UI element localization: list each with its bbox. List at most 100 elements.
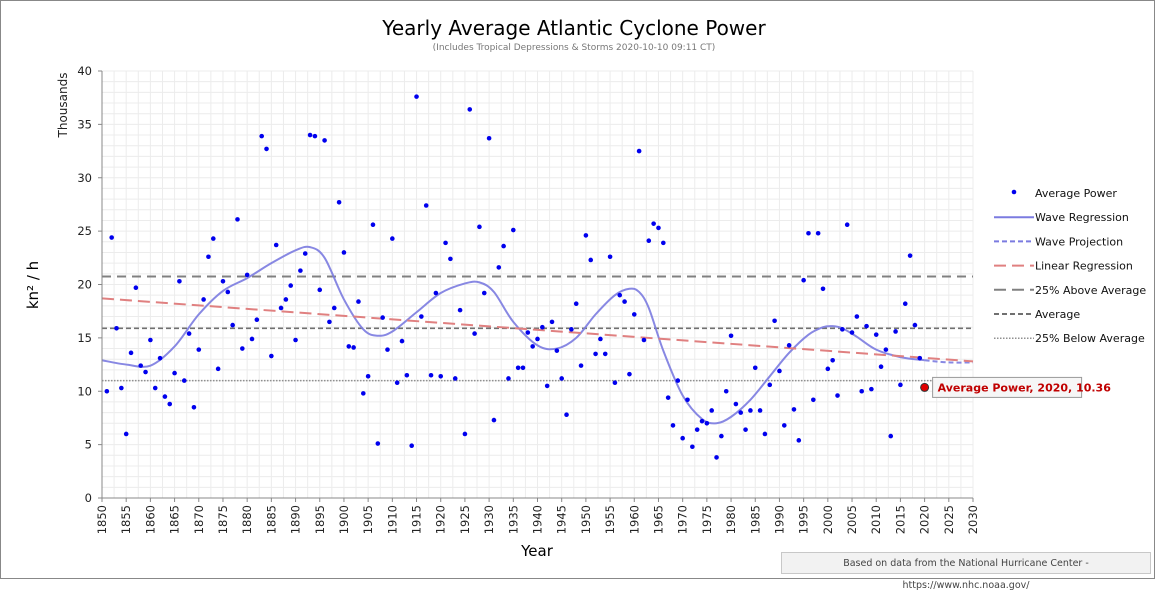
data-point — [661, 240, 666, 246]
x-tick-label: 1985 — [748, 505, 762, 534]
data-point — [835, 393, 840, 398]
data-point — [859, 388, 865, 394]
data-point — [530, 344, 535, 349]
data-point — [288, 283, 294, 288]
legend-label-average: Average — [1035, 308, 1080, 321]
data-point — [385, 347, 390, 352]
data-point — [172, 370, 177, 376]
data-point — [264, 146, 269, 152]
x-tick-label: 1865 — [168, 505, 182, 534]
data-point — [225, 289, 231, 295]
data-point — [462, 431, 468, 437]
data-point — [723, 388, 729, 394]
data-point — [844, 222, 850, 228]
wave-projection-line — [924, 359, 974, 364]
data-point — [438, 374, 444, 379]
data-point — [883, 347, 889, 352]
data-point — [196, 347, 202, 352]
highlight-callout: Average Power, 2020, 10.36 — [932, 376, 1112, 398]
data-point — [917, 355, 923, 361]
data-point — [864, 323, 869, 329]
data-point — [554, 348, 560, 353]
x-tick-label: 1950 — [579, 505, 593, 534]
data-point — [757, 408, 763, 413]
y-tick-label: 30 — [77, 171, 92, 185]
y-tick-label: 0 — [85, 491, 92, 505]
data-point — [665, 395, 671, 400]
data-point — [733, 401, 739, 407]
data-point — [210, 236, 216, 241]
data-point — [743, 427, 748, 432]
data-point — [796, 438, 802, 443]
y-tick-label: 20 — [77, 278, 92, 292]
legend-marker-average-power — [1011, 189, 1017, 195]
data-point — [104, 388, 110, 394]
x-tick-label: 1870 — [192, 505, 206, 534]
data-point — [815, 230, 821, 236]
x-tick-label: 1990 — [772, 505, 786, 534]
data-point — [781, 423, 787, 428]
legend-label-wave-projection: Wave Projection — [1035, 235, 1123, 248]
data-point — [888, 433, 894, 439]
callout-label: Average Power, 2020, 10.36 — [938, 381, 1112, 394]
data-point — [588, 257, 594, 263]
data-point — [791, 407, 797, 412]
data-point — [322, 138, 327, 143]
legend-label-25-below-average: 25% Below Average — [1035, 332, 1145, 345]
data-point — [699, 418, 705, 424]
data-point — [893, 329, 898, 334]
data-point — [506, 376, 511, 381]
x-tick-label: 1855 — [119, 505, 133, 534]
data-point — [433, 290, 439, 296]
data-point — [346, 344, 352, 349]
callout-box — [932, 376, 1083, 398]
data-point — [307, 132, 313, 138]
y-axis-title: kn² / h — [24, 261, 42, 309]
data-point — [849, 330, 855, 335]
x-tick-label: 1945 — [555, 505, 569, 534]
y-tick-label: 10 — [77, 384, 92, 398]
data-point — [907, 253, 913, 258]
data-point — [656, 225, 661, 231]
x-tick-label: 1925 — [458, 505, 472, 534]
reference-lines — [102, 275, 973, 382]
data-point — [481, 290, 487, 296]
data-point — [472, 331, 477, 336]
data-point — [641, 337, 647, 343]
data-point — [443, 240, 448, 246]
data-point — [259, 133, 264, 139]
data-point — [878, 364, 884, 369]
data-point — [278, 305, 284, 311]
data-point — [840, 327, 845, 332]
data-point — [762, 431, 768, 437]
data-point — [535, 336, 540, 342]
x-tick-label: 2000 — [821, 505, 835, 534]
x-tick-label: 2005 — [845, 505, 859, 534]
data-point — [186, 331, 192, 336]
x-axis-title: Year — [520, 542, 554, 560]
data-point — [123, 431, 129, 437]
data-point — [467, 107, 473, 112]
data-point — [448, 256, 453, 262]
x-tick-label: 1860 — [143, 505, 157, 534]
data-point — [602, 351, 608, 357]
data-point — [404, 372, 410, 378]
data-point — [627, 371, 632, 377]
data-point — [694, 427, 700, 432]
data-point — [801, 277, 806, 283]
y-units-label: Thousands — [56, 73, 70, 139]
data-point — [181, 378, 187, 383]
x-tick-label: 1975 — [700, 505, 714, 534]
data-point — [564, 412, 569, 418]
x-tick-label: 1910 — [385, 505, 399, 534]
data-point — [786, 343, 792, 348]
data-point — [578, 363, 584, 368]
data-point — [215, 366, 221, 372]
data-point — [119, 385, 124, 391]
data-point — [133, 285, 139, 291]
x-tick-label: 1995 — [797, 505, 811, 534]
data-point — [675, 378, 681, 383]
data-point — [501, 243, 506, 249]
data-point — [607, 254, 613, 260]
